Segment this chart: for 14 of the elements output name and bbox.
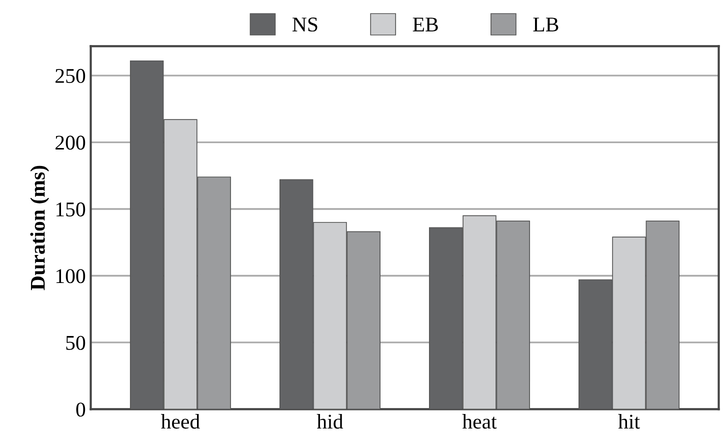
y-tick-label: 250 (56, 68, 86, 83)
y-tick-label: 100 (56, 269, 86, 284)
x-tick-label: heed (161, 414, 200, 429)
y-tick-label: 50 (66, 336, 86, 350)
y-tick-label: 0 (76, 402, 86, 417)
y-axis-title: Duration (ms) (30, 166, 50, 290)
y-tick-label: 150 (56, 202, 86, 216)
legend-label: LB (533, 18, 558, 32)
legend-label: NS (292, 18, 318, 32)
x-tick-label: hid (316, 414, 344, 429)
legend-label: EB (412, 18, 438, 32)
x-tick-label: hit (618, 414, 640, 429)
x-tick-label: heat (462, 414, 497, 429)
y-tick-label: 200 (56, 136, 86, 150)
